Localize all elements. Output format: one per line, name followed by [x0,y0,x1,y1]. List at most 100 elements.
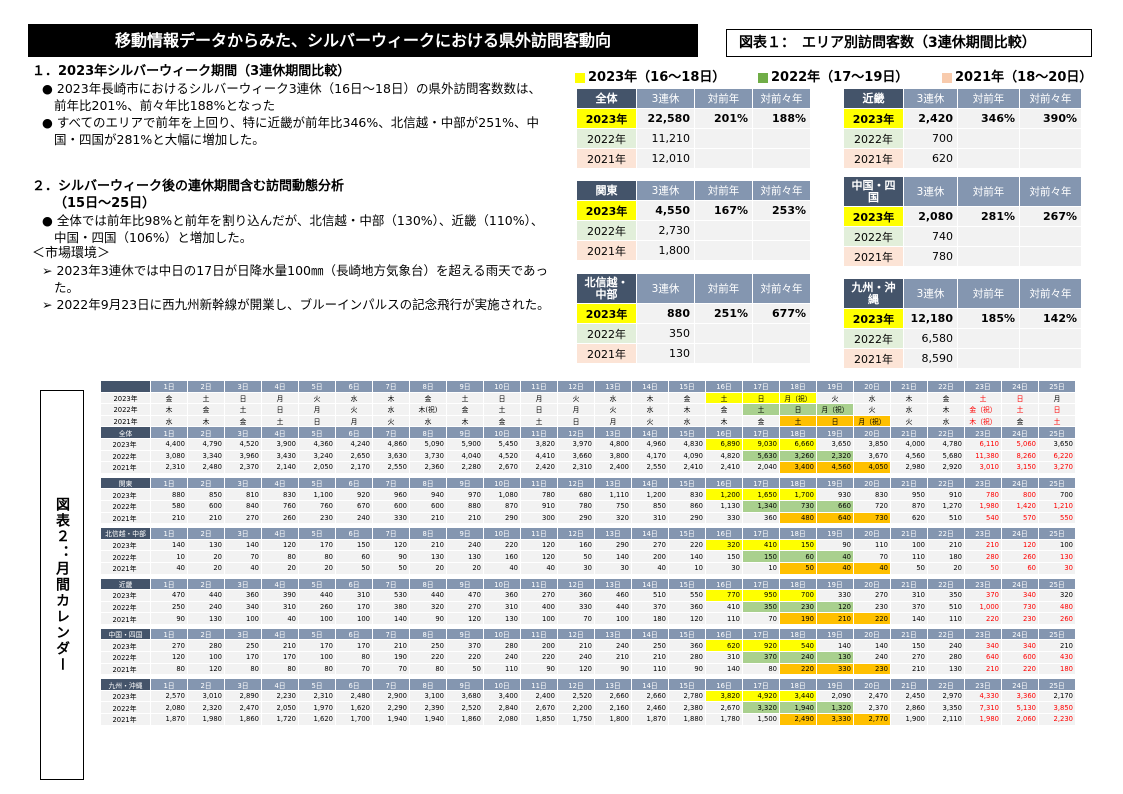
year-label: 2023年 [576,108,637,129]
col-header: 対前々年 [752,88,811,109]
calendar-dow-cell: 金（祝） [964,403,1002,416]
calendar-value-row: 2022年 580 600 840 760 760 670 600 600 880 870 910 78… [100,499,1076,513]
calendar-dow-cell: 水 [409,414,447,428]
calendar-value-cell: 310 [261,600,299,614]
calendar-value-cell: 90 [816,538,854,552]
calendar-value-cell: 2,480 [335,689,373,703]
calendar-value-cell: 2,410 [668,461,706,474]
legend-2021: 2021年（18～20日） [942,66,1092,85]
col-header: 対前年 [694,88,753,109]
calendar-value-cell: 440 [298,589,336,602]
calendar-dow-cell: 水 [335,391,373,405]
calendar-year-label: 2022年 [100,701,151,715]
calendar-value-cell: 1,980 [187,713,225,726]
calendar-dow-cell: 水 [372,403,410,416]
calendar-value-cell: 60 [335,550,373,563]
empty-cell [694,148,753,169]
calendar-value-cell: 20 [261,561,299,575]
calendar-value-cell: 220 [779,662,817,676]
calendar-day-header: 16日 [705,678,743,691]
calendar-dow-cell: 月 [298,403,336,416]
calendar-day-header: 20日 [853,577,891,591]
calendar-value-cell: 930 [816,488,854,501]
calendar-value-cell: 540 [779,639,817,653]
calendar-day-header: 10日 [483,380,521,393]
calendar-day-header: 20日 [853,476,891,490]
calendar-day-header: 15日 [668,476,706,490]
empty-cell [1019,128,1082,149]
calendar-day-header: 12日 [557,527,595,540]
calendar-day-header: 6日 [335,678,373,691]
calendar-dow-cell: 土 [1038,414,1076,428]
calendar-block-label: 九州・沖縄 [100,678,151,691]
calendar-dow-cell: 木（祝） [964,414,1002,428]
calendar-value-cell: 4,560 [890,449,928,463]
section-3-heading: ＜市場環境＞ [32,246,111,261]
value-2021: 620 [903,148,958,169]
calendar-year-label: 2023年 [100,538,151,552]
legend-label-2023: 2023年（16～18日） [588,70,726,85]
calendar-value-cell: 1,880 [668,713,706,726]
calendar-gap [100,623,1076,629]
col-header: 対前年 [957,88,1020,109]
calendar-year-label: 2023年 [100,437,151,451]
calendar-day-header: 11日 [520,426,558,439]
calendar-day-header: 20日 [853,678,891,691]
calendar-day-header: 19日 [816,476,854,490]
calendar-value-cell: 1,980 [964,713,1002,726]
calendar-value-cell: 580 [150,499,188,513]
calendar-value-cell: 480 [1038,600,1076,614]
calendar-day-header: 12日 [557,380,595,393]
calendar-day-header: 19日 [816,426,854,439]
calendar-day-header: 9日 [446,577,484,591]
calendar-dow-cell: 水 [631,403,669,416]
calendar-value-cell: 920 [742,639,780,653]
calendar-value-cell: 2,310 [150,461,188,474]
ratio-prev: 346% [957,108,1020,129]
calendar-day-header: 15日 [668,678,706,691]
calendar-value-cell: 3,240 [298,449,336,463]
calendar-dow-cell: 火 [816,391,854,405]
calendar-value-cell: 2,310 [557,461,595,474]
section-1-heading: １．2023年シルバーウィーク期間（3連休期間比較） [32,64,351,79]
calendar-day-header: 10日 [483,426,521,439]
calendar-day-header: 22日 [927,426,965,439]
col-header: 3連休 [903,278,958,309]
calendar-value-cell: 2,380 [668,701,706,715]
calendar-value-cell: 40 [483,561,521,575]
calendar-dow-cell: 月 [520,391,558,405]
calendar-value-cell: 4,050 [853,461,891,474]
calendar-gap [100,472,1076,478]
calendar-value-cell: 830 [853,488,891,501]
calendar-day-header: 7日 [372,577,410,591]
calendar-year-label: 2021年 [100,713,151,726]
calendar-day-header: 17日 [742,426,780,439]
calendar-value-cell: 2,370 [853,701,891,715]
calendar-value-cell: 2,170 [1038,689,1076,703]
calendar-value-cell: 130 [446,550,484,563]
calendar-day-header: 1日 [150,476,188,490]
calendar-value-cell: 2,230 [261,689,299,703]
calendar-value-cell: 80 [261,662,299,676]
calendar-value-cell: 120 [520,538,558,552]
value-2023: 4,550 [636,200,695,221]
calendar-value-cell: 210 [150,511,188,525]
calendar-day-header: 5日 [298,476,336,490]
calendar-value-cell: 290 [668,511,706,525]
calendar-dow-cell: 火 [631,414,669,428]
calendar-value-cell: 770 [705,589,743,602]
calendar-value-cell: 550 [1038,511,1076,525]
calendar-value-row: 2023年 470 440 360 390 440 310 530 440 470 360 270 36… [100,589,1076,602]
calendar-value-cell: 270 [631,538,669,552]
calendar-dow-cell: 火 [853,403,891,416]
year-label: 2023年 [843,108,904,129]
calendar-value-cell: 3,430 [261,449,299,463]
calendar-day-header: 5日 [298,426,336,439]
calendar-value-cell: 4,960 [631,437,669,451]
calendar-value-cell: 120 [261,538,299,552]
calendar-value-cell: 50 [964,561,1002,575]
calendar-value-cell: 120 [1001,538,1039,552]
calendar-value-cell: 2,860 [890,701,928,715]
calendar-value-cell: 730 [853,511,891,525]
calendar-value-cell: 620 [705,639,743,653]
